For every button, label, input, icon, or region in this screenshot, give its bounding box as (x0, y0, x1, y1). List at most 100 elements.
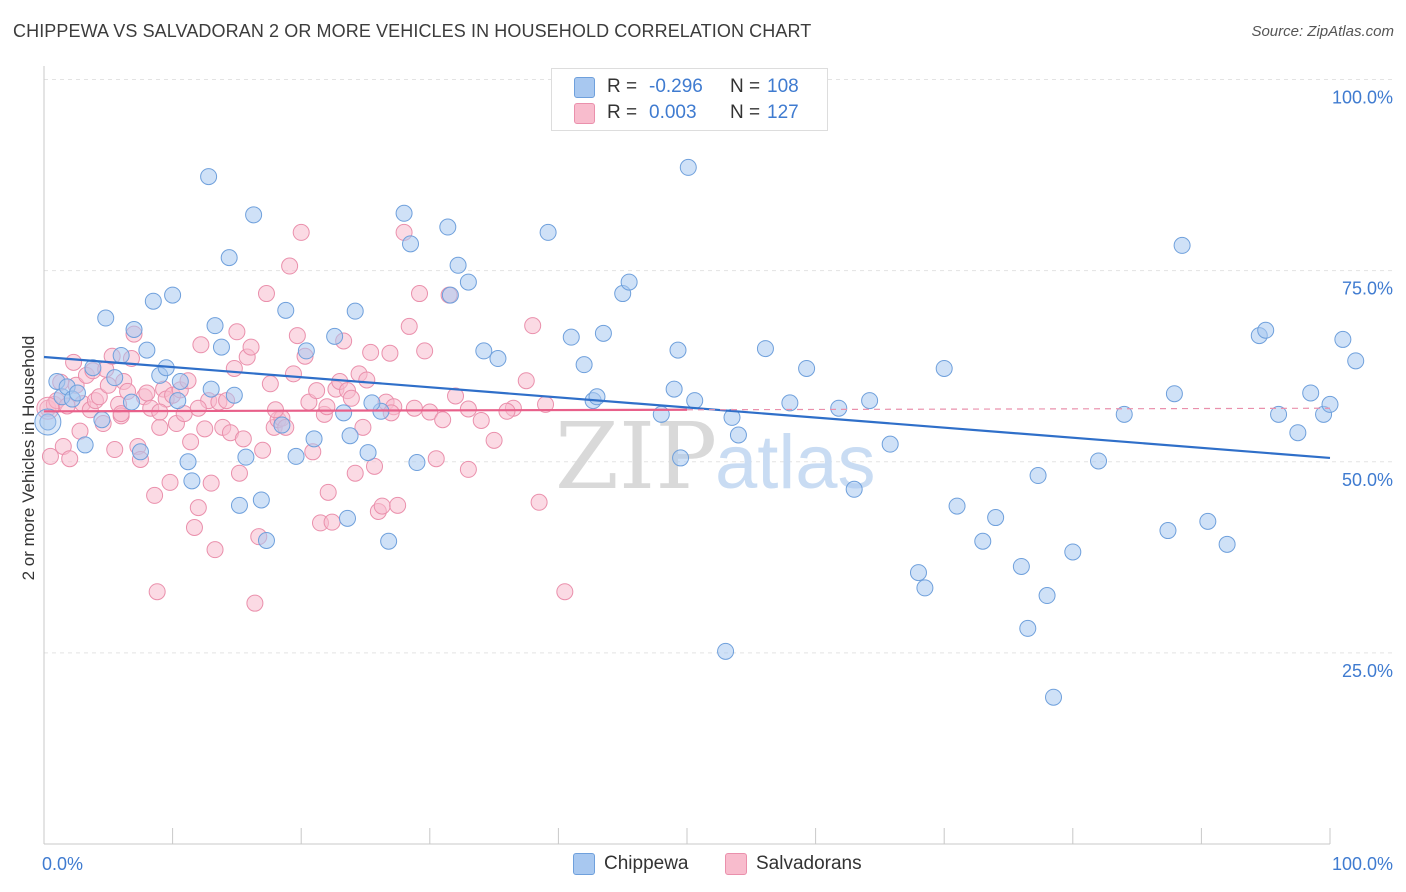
salvadoran-n-label: N = (730, 102, 761, 123)
chippewa-point (326, 327, 344, 345)
chippewa-point (1199, 512, 1217, 530)
salvadoran-point (257, 285, 275, 303)
salvadoran-point (362, 343, 380, 361)
chippewa-point (1165, 385, 1183, 403)
chippewa-point (729, 426, 747, 444)
chippewa-point (39, 413, 57, 431)
salvadoran-point (196, 420, 214, 438)
salvadoran-point (61, 450, 79, 468)
salvadoran-point (447, 387, 465, 405)
salvadoran-point (411, 285, 429, 303)
chippewa-point (164, 286, 182, 304)
chippewa-point (489, 350, 507, 368)
salvadoran-point (459, 460, 477, 478)
salvadoran-point (318, 398, 336, 416)
chippewa-point (76, 436, 94, 454)
chippewa-point (588, 388, 606, 406)
chippewa-point (1012, 557, 1030, 575)
salvadoran-point (381, 344, 399, 362)
chippewa-point (686, 392, 704, 410)
salvadoran-point (373, 497, 391, 515)
salvadoran-point (246, 594, 264, 612)
chippewa-point (273, 416, 291, 434)
chippewa-point (575, 356, 593, 374)
chippewa-point (1038, 587, 1056, 605)
salvadoran-point (65, 353, 83, 371)
chippewa-point (277, 301, 295, 319)
chippewa-swatch (574, 77, 595, 98)
chippewa-point (798, 359, 816, 377)
chippewa-point (206, 317, 224, 335)
watermark: ZIP atlas (555, 403, 876, 510)
chippewa-point (169, 392, 187, 410)
salvadoran-point (189, 399, 207, 417)
chippewa-point (1045, 688, 1063, 706)
salvadoran-point (230, 464, 248, 482)
chippewa-point (439, 218, 457, 236)
x-tick-label-min: 0.0% (42, 854, 83, 874)
chippewa-point (539, 223, 557, 241)
salvadoran-point (146, 486, 164, 504)
salvadoran-point (90, 388, 108, 406)
salvadoran-swatch (574, 103, 595, 124)
salvadoran-point (234, 430, 252, 448)
salvadoran-point (138, 384, 156, 402)
chippewa-point (138, 341, 156, 359)
chippewa-point (756, 340, 774, 358)
chippewa-point (252, 491, 270, 509)
salvadoran-point (517, 372, 535, 390)
chippewa-point (909, 564, 927, 582)
chippewa-point (200, 168, 218, 186)
chippewa-point (669, 341, 687, 359)
y-tick-label-75: 75.0% (1342, 279, 1393, 299)
chippewa-point (338, 509, 356, 527)
salvadoran-points (36, 223, 574, 612)
chippewa-point (212, 338, 230, 356)
salvadoran-point (185, 518, 203, 536)
salvadoran-point (323, 513, 341, 531)
chippewa-point (179, 453, 197, 471)
salvadoran-legend-label: Salvadorans (756, 853, 862, 874)
chippewa-point (237, 448, 255, 466)
chippewa-point (1115, 405, 1133, 423)
salvadoran-point (254, 441, 272, 459)
chippewa-n-value: 108 (767, 76, 799, 97)
chippewa-point (287, 447, 305, 465)
chippewa-point (93, 411, 111, 429)
chippewa-point (1257, 321, 1275, 339)
salvadoran-point (530, 493, 548, 511)
salvadoran-point (106, 441, 124, 459)
chippewa-legend-label: Chippewa (604, 853, 689, 874)
chippewa-r-value: -0.296 (649, 76, 703, 97)
chippewa-point (1173, 236, 1191, 254)
chippewa-point (84, 359, 102, 377)
salvadoran-point (148, 583, 166, 601)
chippewa-point (97, 309, 115, 327)
chippewa-point (665, 380, 683, 398)
bottom-legend-salvadoran: Salvadorans (725, 852, 875, 876)
salvadoran-point (416, 342, 434, 360)
chippewa-point (341, 427, 359, 445)
chippewa-point (594, 324, 612, 342)
salvadoran-legend-swatch (725, 853, 747, 875)
salvadoran-point (284, 365, 302, 383)
salvadoran-point (427, 450, 445, 468)
salvadoran-point (405, 399, 423, 417)
salvadoran-point (342, 389, 360, 407)
salvadoran-n-value: 127 (767, 102, 799, 123)
chippewa-point (171, 372, 189, 390)
chippewa-legend-swatch (573, 853, 595, 875)
chippewa-point (144, 292, 162, 310)
salvadoran-point (242, 338, 260, 356)
chippewa-trend-line (43, 355, 1331, 460)
salvadoran-point (189, 499, 207, 517)
chippewa-point (1289, 424, 1307, 442)
chippewa-point (125, 320, 143, 338)
correlation-legend: R = -0.296 N = 108 R = 0.003 N = 127 (551, 68, 828, 131)
salvadoran-point (556, 583, 574, 601)
chippewa-point (1302, 384, 1320, 402)
chippewa-point (449, 256, 467, 274)
gridlines (44, 79, 1392, 654)
salvadoran-point (400, 317, 418, 335)
